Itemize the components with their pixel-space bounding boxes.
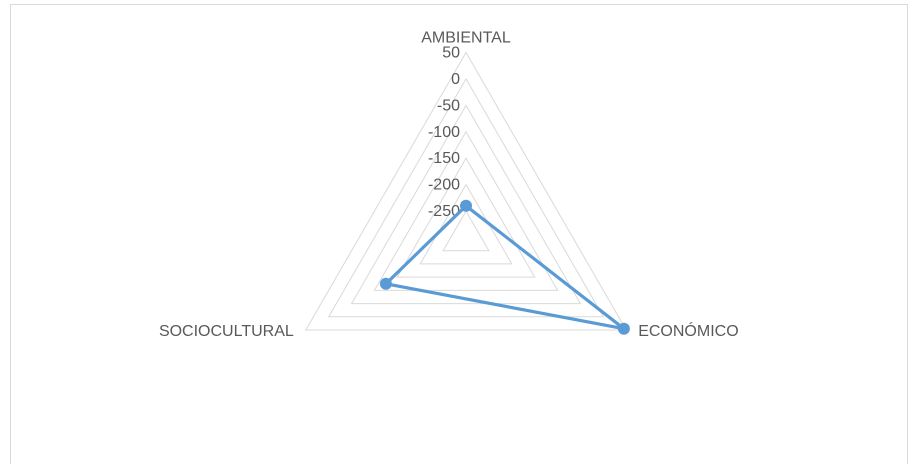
radar-grid (304, 51, 628, 331)
radar-tick-labels: 50 0 -50 -100 -150 -200 -250 (428, 45, 460, 221)
radar-gridline-2 (396, 157, 536, 278)
tick-label: -150 (428, 150, 460, 167)
axis-label-ambiental: AMBIENTAL (421, 30, 511, 47)
radar-series (379, 199, 630, 335)
radar-gridline-4 (350, 104, 582, 305)
axis-label-sociocultural: SOCIOCULTURAL (159, 323, 294, 340)
radar-gridline-1 (419, 183, 513, 265)
data-point-sociocultural (379, 277, 392, 290)
tick-label: 0 (451, 71, 460, 88)
tick-label: -100 (428, 124, 460, 141)
tick-label: 50 (442, 45, 460, 62)
radar-gridline-0 (442, 210, 490, 252)
chart-frame (10, 4, 908, 464)
tick-label: -50 (437, 97, 460, 114)
tick-label: -200 (428, 177, 460, 194)
data-point-ambiental (460, 199, 472, 212)
axis-label-económico: ECONÓMICO (638, 321, 738, 340)
radar-gridline-6 (304, 51, 628, 331)
radar-gridline-5 (327, 77, 605, 318)
tick-label: -250 (428, 203, 460, 220)
data-point-económico (617, 322, 630, 335)
series-line (384, 204, 626, 331)
radar-axis-labels: AMBIENTAL ECONÓMICO SOCIOCULTURAL (159, 30, 739, 341)
radar-gridline-3 (373, 130, 559, 291)
